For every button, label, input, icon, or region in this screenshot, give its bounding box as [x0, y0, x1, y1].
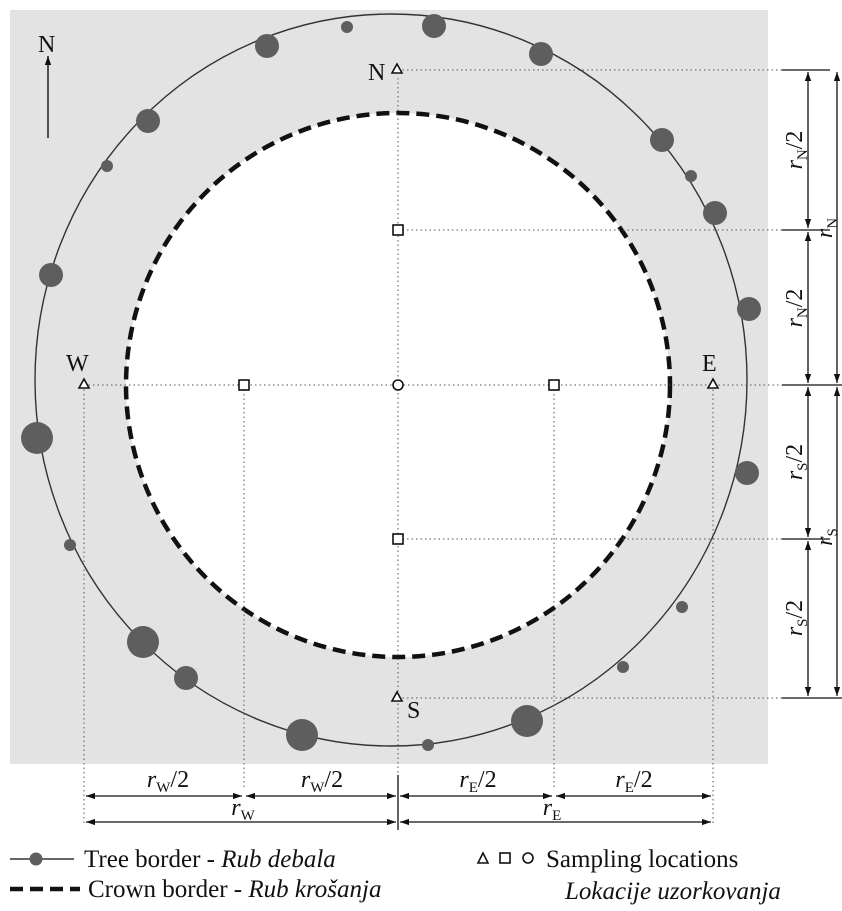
tree-trunk — [650, 128, 674, 152]
dim-label-rs-half-lower: rS/2 — [782, 600, 811, 636]
tree-trunk — [737, 297, 761, 321]
horizontal-dimension-labels: rW/2 rW/2 rE/2 rE/2 rW rE — [147, 767, 653, 824]
dim-label-rn: rN — [812, 218, 841, 238]
tree-trunk — [39, 263, 63, 287]
tree-border — [34, 13, 748, 747]
tree-trunk — [101, 160, 113, 172]
dim-label-rw-half-right: rW/2 — [301, 767, 343, 796]
sampling-square-south — [392, 533, 404, 545]
sampling-circle-center — [392, 379, 404, 391]
legend-sampling-text: Sampling locations — [546, 846, 738, 873]
horizontal-dimensions — [86, 775, 711, 830]
sampling-square-north — [392, 224, 404, 236]
legend: Tree border - Rub debala Crown border - … — [10, 846, 781, 905]
sampling-triangle-east — [706, 377, 720, 389]
tree-trunk — [703, 201, 727, 225]
legend-crown-text: Crown border - Rub krošanja — [88, 876, 381, 903]
compass-label: N — [38, 32, 55, 58]
tree-trunk — [735, 461, 759, 485]
tree-trunk — [174, 666, 198, 690]
dim-label-re-half-left: rE/2 — [459, 767, 496, 796]
dim-label-rn-half-lower: rN/2 — [782, 289, 811, 328]
vertical-dimensions — [782, 69, 842, 699]
dim-label-rn-half-upper: rN/2 — [782, 131, 811, 170]
dim-label-rs-half-upper: rS/2 — [782, 444, 811, 480]
tree-trunk — [685, 170, 697, 182]
tree-trunk — [511, 705, 543, 737]
tree-trunk — [676, 601, 688, 613]
sampling-triangles — [77, 62, 720, 702]
sampling-square-east — [548, 379, 560, 391]
dim-label-rw-half-left: rW/2 — [147, 767, 189, 796]
sampling-triangle-south — [390, 690, 404, 702]
legend-triangle-icon — [476, 851, 490, 864]
label-south: S — [407, 698, 420, 724]
dim-label-re-half-right: rE/2 — [615, 767, 652, 796]
tree-trunk — [64, 539, 76, 551]
legend-sampling-local: Lokacije uzorkovanja — [564, 878, 781, 905]
sampling-squares — [238, 224, 560, 545]
vertical-dimension-labels: rN/2 rN/2 rS/2 rS/2 rN rS — [782, 131, 841, 637]
tree-trunk — [127, 626, 159, 658]
label-north: N — [368, 60, 385, 86]
tree-trunk — [422, 739, 434, 751]
legend-circle-icon — [522, 852, 534, 864]
tree-trunk — [617, 661, 629, 673]
dim-label-rs: rS — [812, 528, 841, 546]
label-west: W — [66, 351, 89, 377]
dim-label-rw: rW — [231, 795, 255, 824]
tree-trunks — [21, 14, 761, 751]
sampling-triangle-west — [77, 377, 91, 389]
tree-trunk — [422, 14, 446, 38]
tree-trunk — [21, 422, 53, 454]
label-east: E — [702, 351, 717, 377]
sampling-triangle-north — [390, 62, 404, 74]
sampling-square-west — [238, 379, 250, 391]
tree-trunk — [341, 21, 353, 33]
legend-tree-text: Tree border - Rub debala — [84, 846, 336, 873]
compass: N — [38, 32, 55, 138]
reference-lines — [83, 69, 820, 825]
tree-trunk — [529, 42, 553, 66]
tree-trunk — [136, 109, 160, 133]
tree-trunk — [255, 34, 279, 58]
tree-trunk — [286, 719, 318, 751]
legend-tree-icon — [29, 852, 43, 866]
legend-square-icon — [499, 852, 511, 864]
dim-label-re: rE — [543, 795, 562, 824]
